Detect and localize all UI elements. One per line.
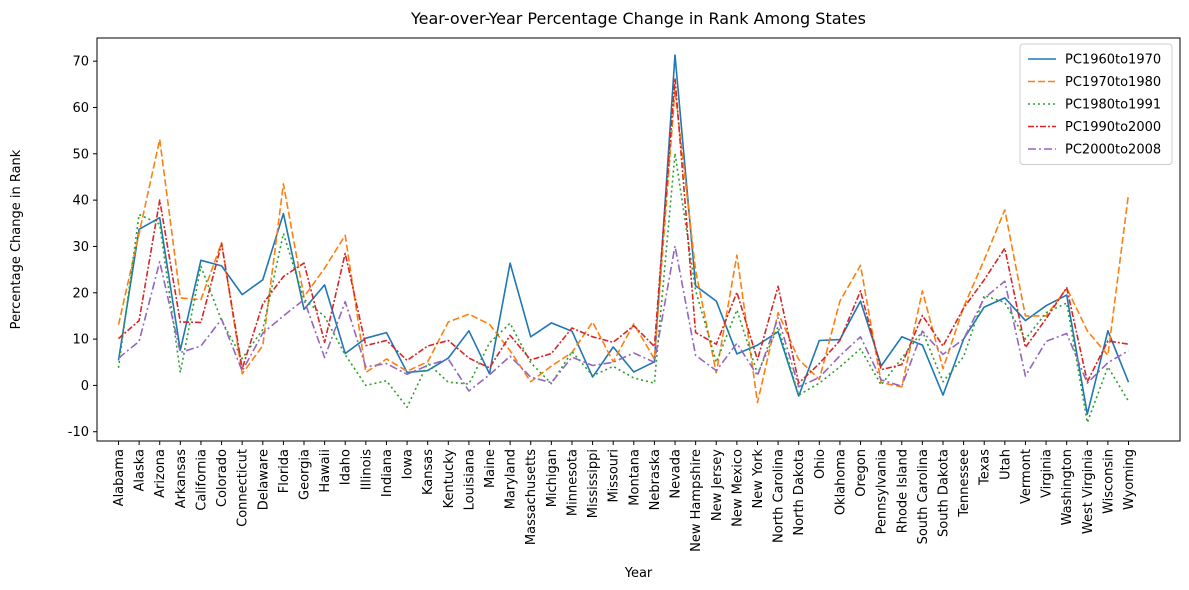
- legend: PC1960to1970 PC1970to1980 PC1980to1991 PC19…: [1019, 43, 1173, 165]
- series-line-pc1980to1991: [117, 152, 1130, 424]
- y-tick-label: 10: [72, 333, 89, 348]
- legend-label: PC2000to2008: [1065, 143, 1161, 158]
- x-tick-label: Missouri: [607, 449, 622, 503]
- x-tick-label: Oregon: [854, 449, 869, 497]
- series-layer: [117, 54, 1130, 424]
- series-line-pc2000to2008: [117, 245, 1129, 392]
- x-tick-label: Wisconsin: [1101, 449, 1116, 514]
- x-tick-label: Ohio: [813, 449, 828, 479]
- x-tick-label: Montana: [627, 449, 642, 506]
- x-tick-label: Pennsylvania: [875, 449, 890, 534]
- legend-label: PC1990to2000: [1065, 120, 1161, 135]
- legend-box: [1019, 43, 1173, 165]
- y-axis-label: Percentage Change in Rank: [9, 149, 24, 329]
- x-tick-label: Iowa: [401, 449, 416, 479]
- series-line-pc1960to1970: [117, 54, 1130, 415]
- x-tick-label: South Dakota: [936, 449, 951, 537]
- x-tick-label: Wyoming: [1122, 449, 1137, 510]
- x-tick-label: Michigan: [545, 449, 560, 507]
- x-tick-label: Massachusetts: [524, 449, 539, 545]
- y-tick-label: 60: [72, 101, 89, 116]
- x-tick-label: Kentucky: [442, 449, 457, 509]
- x-tick-label: Louisiana: [462, 449, 477, 510]
- y-tick-label: 30: [72, 240, 89, 255]
- x-tick-label: Utah: [998, 449, 1013, 480]
- x-tick-label: Georgia: [298, 449, 313, 500]
- x-tick-label: Kansas: [421, 449, 436, 495]
- x-axis: Alabama Alaska Arizona Arkansas California Co…: [112, 441, 1137, 552]
- x-tick-label: Oklahoma: [833, 449, 848, 515]
- x-tick-label: Idaho: [339, 449, 354, 485]
- legend-label: PC1980to1991: [1065, 98, 1161, 113]
- legend-label: PC1960to1970: [1065, 53, 1161, 68]
- x-tick-label: Minnesota: [565, 449, 580, 516]
- x-tick-label: Maine: [483, 449, 498, 488]
- x-tick-label: New Mexico: [730, 449, 745, 527]
- x-tick-label: Nevada: [669, 449, 684, 499]
- x-tick-label: West Virginia: [1081, 449, 1096, 534]
- y-tick-label: 70: [72, 55, 89, 70]
- x-tick-label: Hawaii: [318, 449, 333, 493]
- x-tick-label: Rhode Island: [895, 449, 910, 533]
- x-tick-label: New Jersey: [710, 449, 725, 521]
- x-tick-label: Alabama: [112, 449, 127, 506]
- x-tick-label: New Hampshire: [689, 449, 704, 552]
- x-tick-label: Illinois: [359, 449, 374, 490]
- x-tick-label: Maryland: [504, 449, 519, 509]
- x-tick-label: South Carolina: [916, 449, 931, 544]
- legend-label: PC1970to1980: [1065, 75, 1161, 90]
- x-tick-label: Texas: [978, 449, 993, 486]
- x-tick-label: Washington: [1060, 449, 1075, 525]
- y-tick-label: 50: [72, 147, 89, 162]
- x-tick-label: North Dakota: [792, 449, 807, 536]
- x-tick-label: Vermont: [1019, 449, 1034, 504]
- x-tick-label: Tennessee: [957, 449, 972, 518]
- x-tick-label: Virginia: [1040, 449, 1055, 498]
- y-tick-label: 40: [72, 194, 89, 209]
- x-tick-label: New York: [751, 449, 766, 509]
- x-tick-label: Indiana: [380, 449, 395, 497]
- x-axis-label: Year: [624, 566, 653, 581]
- y-tick-label: 0: [81, 379, 89, 394]
- series-line-pc1970to1980: [117, 89, 1130, 404]
- x-tick-label: California: [194, 449, 209, 511]
- x-tick-label: Arkansas: [174, 449, 189, 508]
- x-tick-label: North Carolina: [772, 449, 787, 543]
- chart-title: Year-over-Year Percentage Change in Rank…: [410, 9, 866, 28]
- x-tick-label: Mississippi: [586, 449, 601, 518]
- x-tick-label: Delaware: [256, 449, 271, 510]
- plot-frame: [96, 37, 1181, 442]
- series-line-pc1990to2000: [117, 77, 1129, 384]
- y-axis: -10 0 10 20 30 40 50 60 70: [68, 55, 97, 440]
- x-tick-label: Connecticut: [236, 449, 251, 527]
- y-tick-label: -10: [68, 425, 89, 440]
- x-tick-label: Colorado: [215, 449, 230, 507]
- y-tick-label: 20: [72, 286, 89, 301]
- x-tick-label: Alaska: [133, 449, 148, 492]
- x-tick-label: Nebraska: [648, 449, 663, 510]
- x-tick-label: Florida: [277, 449, 292, 493]
- x-tick-label: Arizona: [153, 449, 168, 498]
